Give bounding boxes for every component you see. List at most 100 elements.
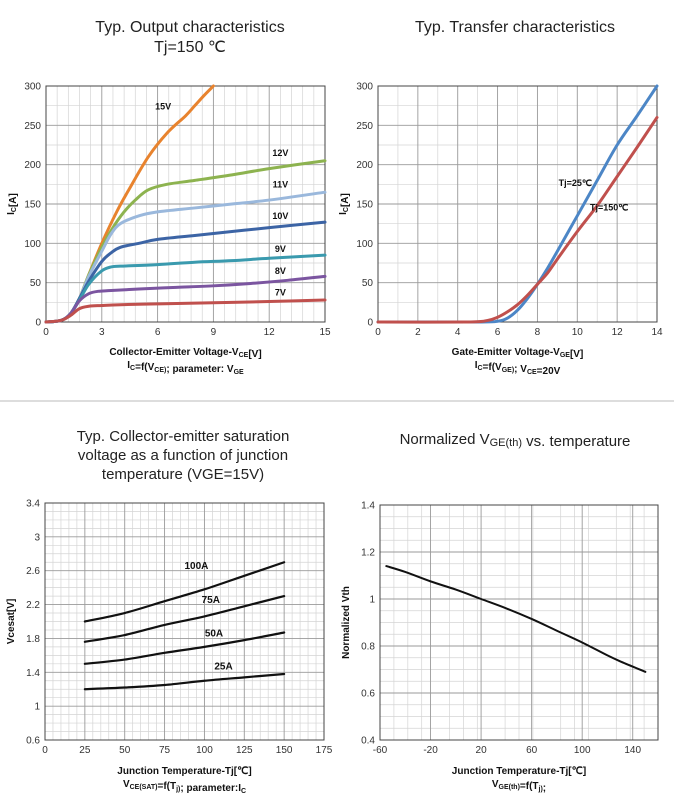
y-tick-label: 50: [362, 278, 374, 289]
x-tick-label: 10: [572, 327, 584, 338]
y-tick-label: 2.2: [26, 600, 40, 611]
chart-4: Normalized VGE(th) vs. temperature -60 -20…: [341, 431, 659, 794]
chart-title: voltage as a function of junction: [78, 447, 288, 464]
y-tick-label: 0.6: [26, 736, 40, 747]
y-axis-label: Normalized Vth: [341, 586, 352, 659]
x-tick-label: 3: [99, 327, 105, 338]
chart-1: Typ. Output characteristics Tj=150 ℃ 0 3 6 9 1…: [6, 19, 331, 376]
y-tick-label: 50: [30, 278, 42, 289]
x-tick-label: 25: [79, 745, 91, 756]
x-tick-label: 0: [42, 745, 48, 756]
chart-2: Typ. Transfer characteristics 0 2 4 6 8 10 12 14…: [338, 19, 663, 377]
y-axis-label: IC[A]: [6, 193, 19, 215]
y-tick-label: 150: [356, 200, 373, 211]
series-label: 75A: [202, 595, 220, 606]
y-tick-label: 1: [34, 702, 40, 713]
x-tick-label: 12: [612, 327, 624, 338]
x-axis-sublabel: IC=f(VCE); parameter: VGE: [127, 360, 244, 376]
x-tick-label: 0: [375, 327, 381, 338]
x-tick-label: 50: [119, 745, 131, 756]
plot-frame: [377, 85, 658, 323]
series-line: [83, 561, 286, 623]
series-line: [44, 298, 327, 324]
x-tick-label: 125: [236, 745, 253, 756]
series-label: 15V: [155, 102, 171, 112]
plot-frame: [45, 85, 326, 323]
y-tick-label: 3: [34, 532, 40, 543]
x-tick-label: 60: [526, 745, 538, 756]
plot-frame: [379, 504, 659, 741]
x-tick-label: -60: [373, 745, 388, 756]
x-tick-label: 100: [196, 745, 213, 756]
x-tick-label: 100: [574, 745, 591, 756]
x-tick-label: 15: [319, 327, 331, 338]
y-tick-label: 250: [356, 121, 373, 132]
x-axis-label: Junction Temperature-Tj[℃]: [117, 766, 251, 777]
chart-title: Normalized VGE(th) vs. temperature: [400, 431, 631, 450]
y-tick-label: 0: [35, 318, 41, 329]
y-tick-label: 1.4: [26, 668, 40, 679]
x-axis-sublabel: VCE(SAT)=f(Tj); parameter:IC: [123, 779, 246, 795]
series-label: 8V: [275, 266, 286, 276]
chart-3: Typ. Collector-emitter saturation voltage…: [6, 428, 333, 795]
x-tick-label: 9: [211, 327, 217, 338]
x-tick-label: 12: [264, 327, 276, 338]
x-tick-label: 175: [316, 745, 333, 756]
x-tick-label: 140: [624, 745, 641, 756]
x-axis-label: Collector-Emitter Voltage-VCE[V]: [109, 347, 261, 360]
x-tick-label: -20: [423, 745, 438, 756]
plot-frame: [44, 502, 325, 741]
y-tick-label: 0.8: [361, 642, 375, 653]
series-label: 10V: [272, 211, 288, 221]
x-tick-label: 14: [651, 327, 663, 338]
y-tick-label: 250: [24, 121, 41, 132]
y-tick-label: 0.6: [361, 689, 375, 700]
x-axis-label: Junction Temperature-Tj[℃]: [452, 766, 586, 777]
series-line: [376, 115, 659, 324]
y-tick-label: 1.8: [26, 634, 40, 645]
y-tick-label: 300: [24, 82, 41, 93]
y-axis-label: Vcesat[V]: [6, 599, 17, 645]
series-line: [385, 565, 647, 673]
y-tick-label: 0.4: [361, 736, 375, 747]
series-label: 9V: [275, 244, 286, 254]
y-tick-label: 300: [356, 82, 373, 93]
chart-title: Typ. Output characteristics: [95, 19, 284, 36]
y-tick-label: 1.2: [361, 548, 375, 559]
x-tick-label: 0: [43, 327, 49, 338]
chart-title: temperature (VGE=15V): [102, 466, 264, 483]
x-tick-label: 4: [455, 327, 461, 338]
x-axis-sublabel: VGE(th)=f(Tj);: [492, 779, 546, 794]
y-tick-label: 200: [24, 160, 41, 171]
y-tick-label: 2.6: [26, 566, 40, 577]
series-label: 25A: [214, 662, 232, 673]
x-tick-label: 6: [155, 327, 161, 338]
y-tick-label: 100: [356, 239, 373, 250]
series-label: 50A: [205, 629, 223, 640]
x-tick-label: 8: [535, 327, 541, 338]
y-tick-label: 100: [24, 239, 41, 250]
y-tick-label: 150: [24, 200, 41, 211]
y-tick-label: 3.4: [26, 499, 40, 510]
series-label: 7V: [275, 287, 286, 297]
series-line: [83, 631, 286, 665]
x-tick-label: 150: [276, 745, 293, 756]
x-axis-sublabel: IC=f(VGE); VCE=20V: [475, 360, 561, 377]
x-tick-label: 6: [495, 327, 501, 338]
series-label: 100A: [185, 561, 209, 572]
series-label: Tj=150℃: [590, 202, 628, 212]
chart-title: Typ. Collector-emitter saturation: [77, 428, 290, 445]
series-label: 12V: [272, 148, 288, 158]
series-line: [83, 672, 286, 691]
chart-title: Typ. Transfer characteristics: [415, 19, 615, 36]
x-axis-label: Gate-Emitter Voltage-VGE[V]: [452, 347, 584, 360]
x-tick-label: 75: [159, 745, 171, 756]
y-tick-label: 1: [369, 595, 375, 606]
y-axis-label: IC[A]: [338, 193, 351, 215]
series-label: 11V: [273, 179, 289, 189]
x-tick-label: 20: [476, 745, 488, 756]
series-line: [83, 595, 286, 643]
y-tick-label: 0: [367, 318, 373, 329]
chart-title: Tj=150 ℃: [154, 39, 226, 56]
